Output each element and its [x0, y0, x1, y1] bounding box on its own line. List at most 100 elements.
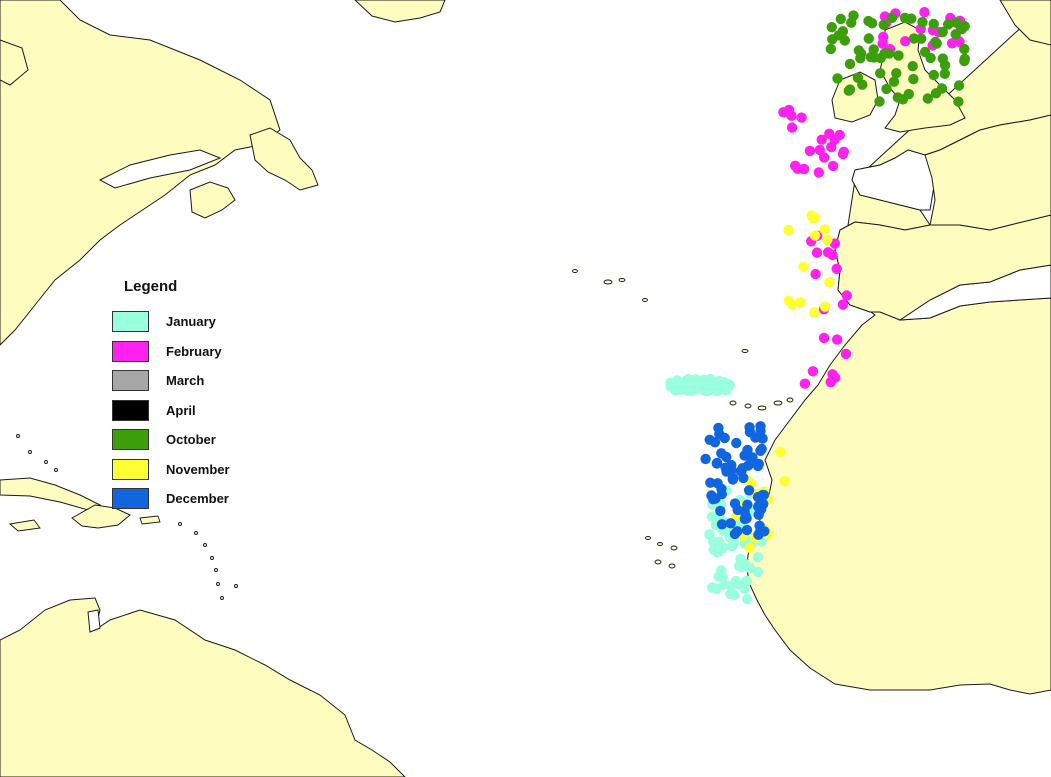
point-october [953, 96, 964, 107]
point-february [796, 112, 807, 123]
legend-label: October [166, 432, 216, 448]
point-october [908, 73, 919, 85]
legend-swatch [112, 340, 149, 362]
point-february [900, 36, 911, 47]
point-january [706, 511, 718, 522]
point-october [875, 68, 886, 79]
point-december [715, 505, 726, 517]
bay-of-biscay [851, 149, 941, 211]
point-december [721, 466, 732, 477]
point-february [818, 332, 830, 344]
point-october [917, 16, 928, 28]
point-december [712, 457, 723, 469]
legend-swatch [112, 370, 149, 392]
point-february [825, 377, 836, 388]
point-february [831, 334, 843, 345]
observation-points [665, 7, 970, 605]
point-january [728, 537, 739, 548]
point-october [953, 80, 965, 91]
point-december [750, 432, 761, 443]
point-october [833, 30, 844, 41]
point-october [844, 58, 856, 70]
point-february [827, 160, 839, 172]
point-october [826, 22, 837, 33]
greenland [354, 0, 446, 23]
point-october [879, 48, 890, 59]
legend-label: March [166, 373, 205, 389]
point-january [729, 589, 740, 601]
point-december [706, 490, 717, 501]
legend-label: December [166, 491, 229, 507]
point-october [939, 60, 951, 71]
point-february [816, 134, 827, 145]
lesser-antilles [16, 434, 238, 600]
point-december [741, 513, 752, 524]
gulf-st-lawrence [98, 149, 222, 189]
legend-label: April [166, 402, 196, 418]
point-october [939, 68, 950, 80]
point-december [716, 519, 728, 530]
point-january [698, 374, 709, 386]
point-november [795, 297, 806, 308]
point-february [826, 141, 837, 153]
point-january [752, 566, 764, 578]
point-january [711, 379, 723, 390]
point-november [819, 301, 831, 312]
point-november [809, 230, 821, 241]
point-november [822, 234, 833, 246]
newfoundland [249, 127, 319, 191]
point-october [908, 33, 920, 44]
point-december [732, 504, 743, 516]
nova-scotia [189, 181, 236, 219]
point-january [742, 593, 753, 605]
point-december [713, 422, 724, 434]
point-december [732, 526, 743, 537]
point-january [716, 565, 727, 576]
point-october [832, 73, 843, 84]
arctic-islands [0, 39, 29, 86]
point-october [825, 43, 836, 55]
point-december [752, 460, 764, 472]
point-january [666, 381, 677, 393]
point-january [739, 583, 750, 594]
point-october [863, 15, 874, 27]
point-february [798, 163, 810, 175]
point-october [906, 13, 917, 24]
point-december [743, 485, 755, 496]
point-october [886, 12, 898, 23]
point-october [844, 84, 856, 95]
point-november [744, 542, 755, 553]
point-october [928, 69, 939, 81]
legend-item-november: November [112, 455, 262, 485]
legend-item-december: December [112, 484, 262, 514]
legend-entries: January February March April October November… [112, 307, 262, 514]
jamaica [8, 519, 41, 532]
point-november [807, 212, 818, 224]
point-december [704, 434, 715, 445]
point-december [747, 452, 758, 463]
legend-item-october: October [112, 425, 262, 455]
point-november [783, 224, 794, 236]
point-december [731, 437, 742, 449]
legend: Legend January February March April October N… [112, 278, 262, 514]
point-february [831, 263, 842, 274]
point-february [834, 129, 845, 141]
point-december [725, 518, 736, 529]
point-february [786, 122, 798, 133]
point-january [752, 551, 763, 563]
point-january [681, 375, 692, 386]
point-february [810, 268, 821, 280]
point-february [786, 110, 797, 121]
point-february [840, 348, 852, 360]
point-november [809, 307, 820, 318]
point-october [928, 18, 939, 30]
point-october [865, 51, 877, 63]
point-november [824, 277, 835, 288]
legend-label: January [166, 314, 216, 330]
point-december [738, 472, 749, 484]
hispaniola [71, 504, 131, 529]
point-october [943, 19, 954, 30]
point-october [956, 24, 967, 35]
point-december [727, 474, 738, 485]
